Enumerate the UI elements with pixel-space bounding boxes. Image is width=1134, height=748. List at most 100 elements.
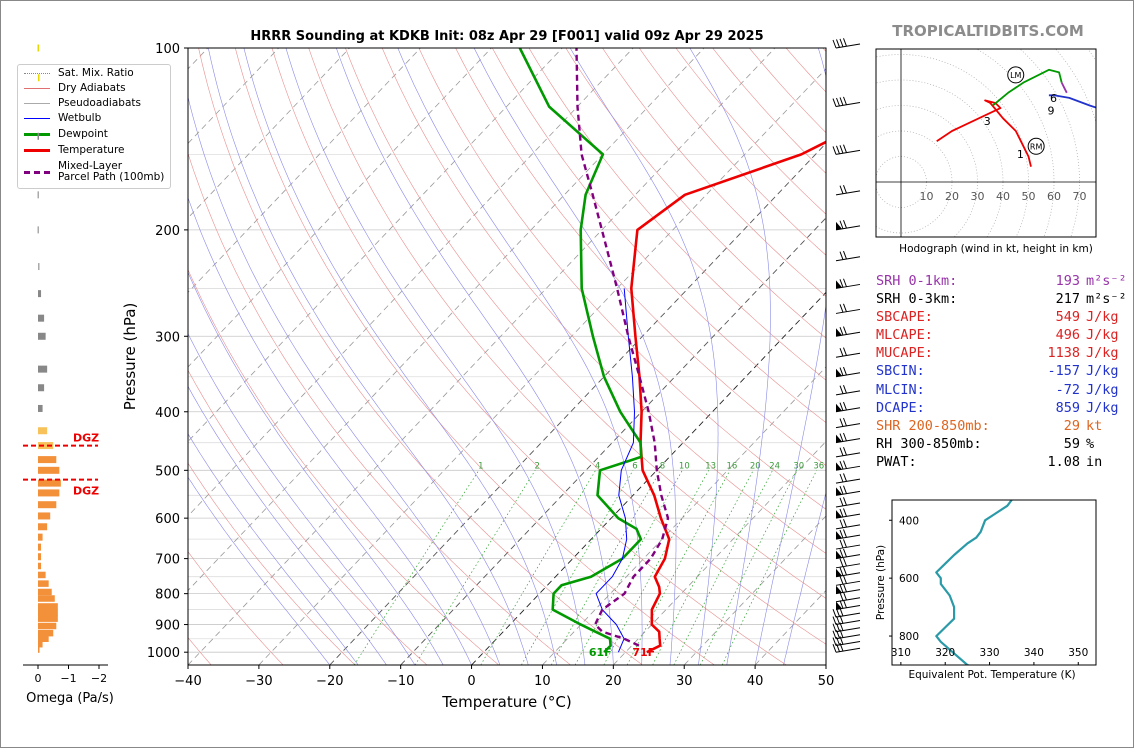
series-temperature xyxy=(630,140,826,654)
wind-barb xyxy=(835,548,861,560)
barb-feather xyxy=(836,623,840,632)
stat-unit: % xyxy=(1086,435,1095,452)
hodo-height-label: 6 xyxy=(1050,92,1057,105)
barb-feather xyxy=(839,326,844,336)
wind-barb xyxy=(832,607,861,618)
wind-barb xyxy=(835,460,861,471)
barb-flag xyxy=(836,368,842,377)
barb-feather xyxy=(839,497,844,507)
isotherm-line xyxy=(188,48,634,517)
barb-feather xyxy=(839,622,844,631)
barb-feather xyxy=(843,557,847,567)
skewt-series xyxy=(518,48,826,654)
barb-feather xyxy=(843,566,847,576)
barb-feather xyxy=(839,558,844,567)
omega-bar xyxy=(38,646,40,653)
dry-adiabat xyxy=(418,48,826,510)
barb-feather xyxy=(839,576,844,585)
barb-feather xyxy=(839,592,844,601)
barb-flag xyxy=(836,462,842,471)
wind-barb xyxy=(835,417,861,429)
barb-flag xyxy=(836,487,842,496)
dry-adiabat xyxy=(198,48,643,665)
barb-feather xyxy=(839,486,844,495)
omega-bar xyxy=(37,44,39,52)
barb-feather xyxy=(843,384,847,394)
mixing-ratio-label: 36 xyxy=(813,461,824,471)
moist-adiabat xyxy=(208,48,529,665)
barb-feather xyxy=(843,583,847,593)
thetae-trace xyxy=(935,500,1013,665)
barb-feather xyxy=(839,529,844,539)
thetae-y-label: Pressure (hPa) xyxy=(875,545,887,620)
stat-label: MLCAPE: xyxy=(876,327,933,344)
barb-feather xyxy=(839,567,844,576)
barb-feather xyxy=(843,539,847,548)
omega-bar xyxy=(38,74,40,82)
x-tick-label: −30 xyxy=(245,674,272,689)
barb-feather xyxy=(843,366,847,376)
wind-barb xyxy=(835,473,861,484)
legend-item-dewpoint: Dewpoint xyxy=(24,127,108,141)
dgz-label: DGZ xyxy=(73,485,99,498)
stat-row: SBCIN: -157 J/kg xyxy=(876,362,1127,380)
barb-flag xyxy=(836,510,842,519)
wind-barb xyxy=(835,184,861,196)
mixing-ratio-label: 13 xyxy=(705,461,716,471)
omega-bar xyxy=(38,635,49,642)
hodo-trace xyxy=(1060,82,1068,94)
hodo-trace xyxy=(992,68,1063,107)
barb-feather xyxy=(843,303,847,312)
wind-barb xyxy=(835,303,861,314)
isotherm-line xyxy=(188,48,421,293)
isotherm-line xyxy=(0,48,137,665)
moist-adiabat xyxy=(188,433,359,665)
x-tick-label: −40 xyxy=(174,674,201,689)
barb-feather xyxy=(839,636,844,645)
omega-bar xyxy=(38,489,60,497)
barb-staff xyxy=(835,423,861,429)
stat-label: PWAT: xyxy=(876,453,917,470)
wind-barb xyxy=(835,432,861,444)
wind-barb xyxy=(835,347,861,358)
thetae-inner xyxy=(935,500,1013,665)
isotherm-line xyxy=(825,664,826,665)
dry-adiabat xyxy=(188,637,212,665)
barb-feather xyxy=(836,145,840,155)
y-tick-label: 900 xyxy=(155,619,180,634)
stat-unit: J/kg xyxy=(1086,309,1119,326)
dgz-label: DGZ xyxy=(73,432,99,445)
dry-adiabat xyxy=(188,152,571,665)
barb-staff xyxy=(835,627,861,633)
omega-bar xyxy=(38,533,43,541)
omega-bar xyxy=(38,263,40,271)
dry-adiabat xyxy=(528,48,826,381)
wind-barb xyxy=(835,384,861,396)
dry-adiabat xyxy=(565,48,826,339)
dry-adiabat xyxy=(712,48,826,174)
thetae-x-label: Equivalent Pot. Temperature (K) xyxy=(908,669,1075,681)
barb-feather xyxy=(839,38,844,48)
omega-x-tick-label: −1 xyxy=(60,672,76,685)
hodo-rm-label: RM xyxy=(1030,142,1043,151)
stat-row: DCAPE: 859 J/kg xyxy=(876,399,1127,417)
thetae-x-tick-label: 340 xyxy=(1024,647,1044,659)
moist-adiabat xyxy=(188,385,387,665)
y-tick-label: 100 xyxy=(155,42,180,57)
mixing-ratio-label: 10 xyxy=(679,461,690,471)
barb-feather xyxy=(843,519,847,528)
wind-barb xyxy=(835,497,861,508)
series-dewpoint xyxy=(518,48,643,654)
barb-flag xyxy=(836,601,842,610)
moist-adiabat xyxy=(243,48,557,665)
barb-feather xyxy=(836,608,840,617)
omega-bar xyxy=(38,603,58,610)
stat-row: SHR 200-850mb: 29 kt xyxy=(876,417,1127,435)
hodo-ring-label: 50 xyxy=(1022,190,1036,203)
hodo-height-label: 9 xyxy=(1048,105,1055,118)
barb-feather xyxy=(836,630,840,639)
wind-barb xyxy=(835,326,861,337)
barb-feather xyxy=(832,146,837,155)
hodo-inner: 10 20 30 40 50 60 70 1 3 69 LM RM xyxy=(876,49,1096,237)
